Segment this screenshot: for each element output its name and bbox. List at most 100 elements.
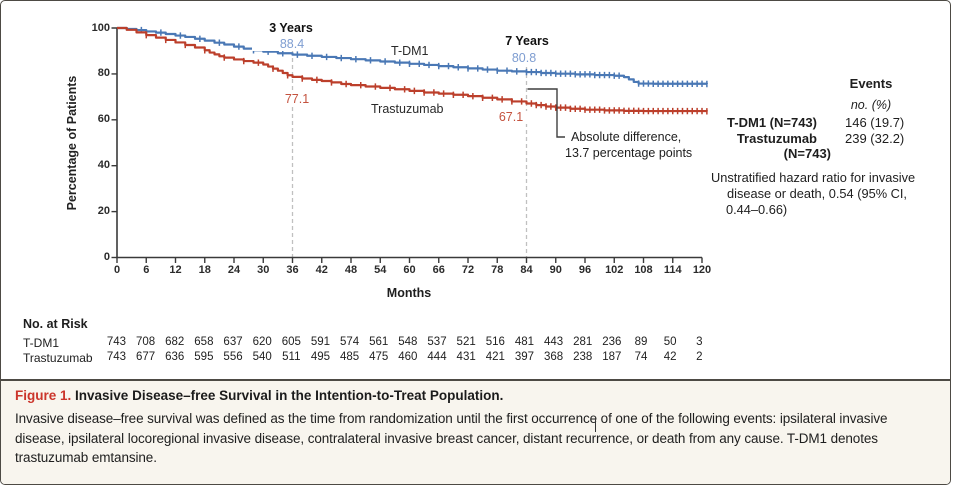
risk-value: 682 (165, 336, 185, 348)
x-tick-label: 42 (315, 264, 328, 276)
x-tick-label: 0 (113, 264, 121, 276)
annotation-3yr-trastuzumab-value: 77.1 (257, 93, 337, 106)
x-tick-label: 36 (286, 264, 299, 276)
risk-row-values-trastuzumab: 743 677 636 595 556 540 511 495 485 475 460 444 431 4… (102, 351, 714, 363)
events-table: T-DM1 (N=743) 146 (19.7) Trastuzumab (N=… (703, 115, 935, 162)
risk-value: 658 (194, 336, 214, 348)
annotation-7-years: 7 Years (505, 34, 549, 48)
annotation-3yr-tdm1-value: 88.4 (252, 38, 332, 51)
figure-caption: Figure 1. Invasive Disease–free Survival… (1, 379, 950, 484)
events-row-trastuzumab-value: 239 (32.2) (845, 130, 905, 146)
caption-title-text: Invasive Disease–free Survival in the In… (75, 388, 504, 403)
annotation-7yr-tdm1-value: 80.8 (484, 52, 564, 65)
risk-value: 605 (281, 336, 301, 348)
events-row-trastuzumab-label-line1: Trastuzumab (736, 130, 817, 146)
risk-value: 475 (369, 351, 389, 363)
risk-value: 561 (369, 336, 389, 348)
y-tick-label: 60 (97, 113, 110, 126)
risk-value: 236 (602, 336, 622, 348)
x-tick-label: 96 (578, 264, 592, 276)
annotation-7yr-trastuzumab-value: 67.1 (471, 111, 551, 124)
x-tick-label: 102 (605, 264, 624, 276)
risk-value: 89 (634, 336, 648, 348)
risk-value: 677 (136, 351, 156, 363)
difference-bracket (527, 88, 565, 138)
x-tick-label: 120 (692, 264, 712, 276)
hazard-note-line2: disease or death, 0.54 (95% CI, (727, 186, 907, 201)
difference-callout-line1: Absolute difference, (571, 130, 682, 144)
y-tick-label: 0 (103, 251, 110, 263)
risk-value: 187 (602, 351, 622, 363)
difference-callout-line2: 13.7 percentage points (565, 146, 693, 160)
risk-value: 540 (252, 351, 272, 363)
risk-value: 238 (573, 351, 593, 363)
x-tick-label: 54 (374, 264, 387, 276)
risk-value: 444 (427, 351, 447, 363)
x-tick-label: 48 (344, 264, 358, 276)
x-axis-title: Months (386, 286, 432, 300)
risk-value: 3 (696, 336, 703, 348)
x-tick-label: 72 (461, 264, 475, 276)
events-row-tdm1-value: 146 (19.7) (845, 115, 905, 130)
risk-value: 548 (398, 336, 418, 348)
y-tick-label: 80 (97, 67, 110, 80)
hazard-note-line1: Unstratified hazard ratio for invasive (711, 170, 916, 185)
risk-value: 495 (310, 351, 331, 363)
x-tick-label: 78 (491, 264, 504, 276)
risk-value: 537 (427, 336, 447, 348)
risk-value: 485 (339, 351, 360, 363)
risk-value: 521 (456, 336, 476, 348)
events-row-tdm1-label: T-DM1 (N=743) (727, 115, 817, 130)
risk-row-label-tdm1: T-DM1 (23, 336, 59, 350)
risk-value: 421 (485, 351, 505, 363)
caption-figure-number: Figure 1. (15, 388, 72, 403)
risk-value: 443 (543, 336, 564, 348)
events-row-trastuzumab-label: Trastuzumab (N=743) (703, 130, 831, 162)
risk-row-label-trastuzumab: Trastuzumab (23, 351, 93, 365)
events-units: no. (%) (850, 98, 892, 112)
risk-value: 620 (252, 336, 272, 348)
risk-value: 743 (106, 351, 127, 363)
risk-value: 368 (543, 351, 564, 363)
text-cursor (595, 417, 597, 432)
risk-value: 74 (634, 351, 648, 363)
risk-value: 481 (514, 336, 535, 348)
annotation-3-years: 3 Years (269, 21, 313, 35)
x-tick-label: 24 (227, 264, 241, 276)
events-header: Events (849, 76, 893, 91)
hazard-ratio-note: Unstratified hazard ratio for invasive d… (711, 170, 949, 218)
x-tick-label: 114 (663, 264, 682, 276)
risk-value: 281 (573, 336, 593, 348)
x-tick-label: 6 (143, 264, 150, 276)
risk-value: 50 (663, 336, 677, 348)
risk-value: 636 (165, 351, 185, 363)
x-tick-label: 66 (432, 264, 445, 276)
risk-value: 556 (223, 351, 243, 363)
events-row-trastuzumab-label-line2: (N=743) (783, 146, 831, 161)
curve-label-tdm1: T-DM1 (391, 44, 429, 58)
x-tick-label: 30 (257, 264, 270, 276)
x-tick-label: 12 (169, 264, 182, 276)
curve-label-trastuzumab: Trastuzumab (371, 102, 444, 116)
risk-value: 460 (398, 351, 418, 363)
y-tick-label: 40 (97, 159, 110, 172)
y-tick-label: 100 (91, 21, 110, 34)
risk-row-values-tdm1: 743 708 682 658 637 620 605 591 574 561 548 537 521 5… (102, 336, 714, 348)
x-tick-label: 60 (403, 264, 416, 276)
risk-value: 511 (282, 351, 301, 363)
x-tick-label: 84 (520, 264, 533, 276)
risk-value: 397 (514, 351, 535, 363)
risk-value: 743 (106, 336, 127, 348)
risk-value: 708 (136, 336, 156, 348)
risk-value: 42 (663, 351, 677, 363)
risk-value: 574 (339, 336, 360, 348)
risk-value: 431 (456, 351, 476, 363)
y-tick-label: 20 (97, 205, 110, 218)
x-tick-label: 90 (549, 264, 562, 276)
x-tick-label: 108 (634, 264, 653, 276)
risk-table-title: No. at Risk (23, 317, 88, 331)
risk-value: 637 (223, 336, 243, 348)
y-axis-title: Percentage of Patients (65, 75, 79, 211)
km-plot-canvas (111, 26, 708, 263)
